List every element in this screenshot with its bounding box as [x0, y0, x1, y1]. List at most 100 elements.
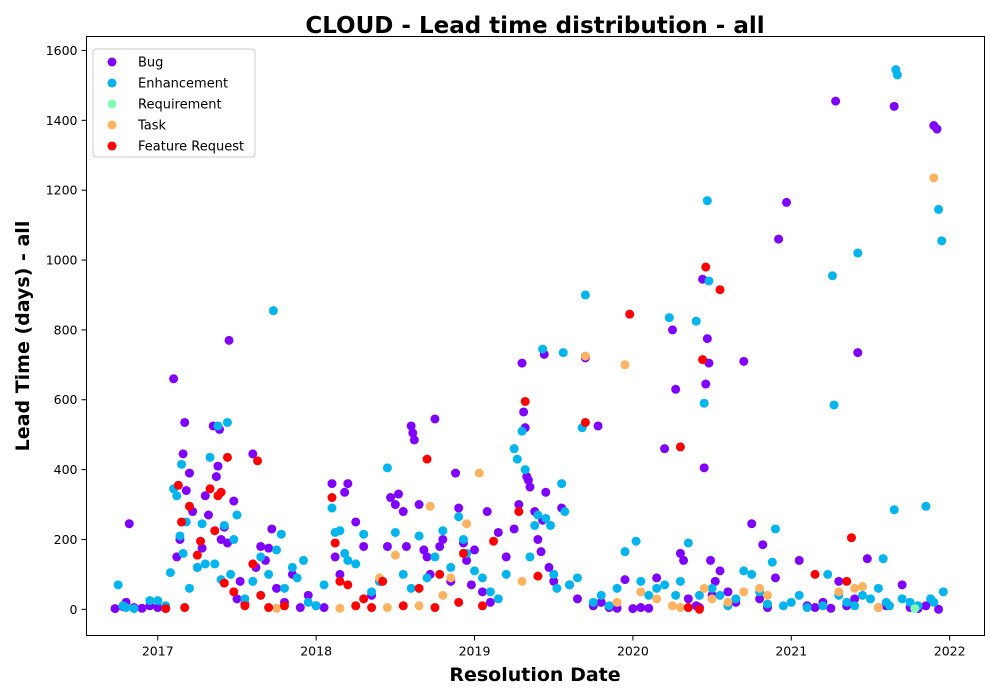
data-point — [862, 554, 872, 564]
data-point — [343, 479, 353, 489]
data-point — [763, 599, 773, 609]
data-point — [668, 325, 677, 335]
data-point — [451, 468, 461, 478]
data-point — [827, 271, 837, 281]
legend-marker — [107, 120, 117, 130]
data-point — [398, 601, 408, 611]
data-point — [184, 583, 194, 593]
x-axis-label: Resolution Date — [449, 664, 620, 686]
data-point — [319, 603, 329, 613]
x-tick-label: 2020 — [617, 644, 649, 659]
data-point — [153, 603, 163, 613]
data-point — [675, 576, 685, 586]
data-point — [546, 520, 556, 530]
data-point — [446, 573, 456, 583]
data-point — [229, 534, 239, 544]
data-point — [240, 594, 250, 604]
data-point — [110, 604, 120, 614]
data-point — [181, 486, 191, 496]
chart-title: CLOUD - Lead time distribution - all — [305, 13, 764, 39]
data-point — [172, 491, 182, 501]
data-point — [248, 449, 258, 459]
data-point — [438, 534, 448, 544]
data-point — [509, 444, 519, 454]
data-point — [295, 603, 305, 613]
data-point — [268, 306, 278, 316]
data-point — [462, 519, 472, 529]
data-point — [406, 421, 416, 431]
data-point — [279, 583, 289, 593]
data-point — [401, 541, 411, 551]
data-point — [517, 358, 527, 368]
data-point — [327, 503, 337, 513]
data-point — [892, 70, 902, 80]
data-point — [367, 587, 377, 597]
data-point — [264, 569, 274, 579]
data-point — [810, 603, 820, 613]
data-point — [683, 603, 693, 613]
data-point — [701, 262, 711, 272]
data-point — [493, 594, 503, 604]
data-point — [758, 540, 768, 550]
data-point — [386, 493, 396, 503]
data-point — [474, 468, 484, 478]
data-point — [702, 196, 712, 206]
data-point — [580, 417, 590, 427]
y-axis: 0 200 400 600 800 1000 1200 1400 1600 — [46, 43, 87, 617]
data-point — [560, 507, 570, 517]
data-point — [558, 348, 568, 358]
data-point — [937, 236, 947, 246]
series-feature-request — [161, 262, 856, 614]
legend-box — [92, 48, 256, 158]
data-point — [572, 594, 582, 604]
data-point — [739, 356, 749, 366]
data-point — [549, 576, 559, 586]
data-point — [873, 603, 883, 613]
data-point — [311, 601, 321, 611]
data-point — [422, 454, 432, 464]
data-point — [739, 587, 749, 597]
data-point — [264, 603, 274, 613]
data-point — [612, 597, 622, 607]
data-point — [121, 603, 131, 613]
data-point — [636, 587, 646, 597]
data-point — [715, 566, 725, 576]
data-point — [842, 597, 852, 607]
data-point — [335, 569, 345, 579]
data-point — [818, 601, 828, 611]
data-point — [644, 590, 654, 600]
data-point — [196, 536, 206, 546]
data-point — [205, 484, 215, 494]
data-point — [514, 507, 524, 517]
data-point — [701, 379, 711, 389]
data-point — [767, 557, 777, 567]
data-point — [834, 587, 844, 597]
data-point — [723, 587, 733, 597]
legend-marker — [107, 141, 117, 151]
data-point — [541, 513, 551, 523]
data-point — [694, 590, 704, 600]
data-point — [620, 360, 630, 370]
data-point — [216, 487, 226, 497]
data-point — [200, 491, 210, 501]
data-point — [715, 590, 725, 600]
data-point — [517, 426, 527, 436]
data-point — [774, 234, 784, 244]
y-tick-label: 400 — [54, 462, 78, 477]
y-tick-label: 1200 — [46, 183, 78, 198]
data-point — [169, 374, 179, 384]
data-point — [398, 507, 408, 517]
data-point — [161, 604, 171, 614]
data-point — [180, 417, 190, 427]
data-point — [850, 594, 860, 604]
data-point — [850, 601, 860, 611]
data-point — [173, 480, 183, 490]
data-point — [458, 534, 468, 544]
data-point — [934, 604, 944, 614]
data-point — [652, 594, 662, 604]
data-point — [794, 590, 804, 600]
data-point — [430, 414, 440, 424]
data-point — [755, 583, 765, 593]
data-point — [454, 512, 464, 522]
data-point — [485, 597, 495, 607]
